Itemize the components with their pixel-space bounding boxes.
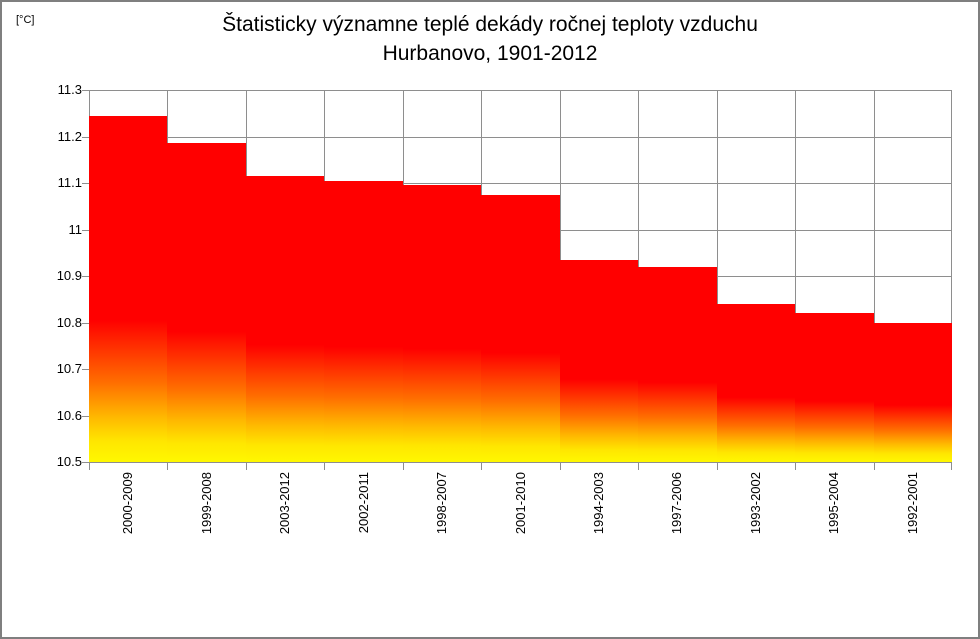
x-label-1992-2001: 1992-2001 bbox=[904, 472, 920, 535]
y-label-10.9: 10.9 bbox=[56, 268, 82, 283]
x-label-1995-2004: 1995-2004 bbox=[826, 472, 842, 535]
bar-2002-2011 bbox=[324, 180, 403, 462]
h-gridline bbox=[89, 90, 952, 91]
y-axis-unit-label: [°C] bbox=[16, 14, 35, 26]
v-gridline bbox=[795, 90, 797, 462]
y-label-10.7: 10.7 bbox=[56, 361, 82, 376]
x-tick bbox=[638, 463, 640, 470]
bar-2003-2012 bbox=[245, 176, 325, 462]
chart-title-line2: Hurbanovo, 1901-2012 bbox=[382, 42, 598, 65]
h-gridline bbox=[89, 183, 952, 184]
x-tick bbox=[89, 463, 90, 470]
x-tick bbox=[324, 463, 326, 470]
x-label-1999-2008: 1999-2008 bbox=[198, 472, 214, 535]
bar-2001-2010 bbox=[481, 194, 560, 462]
bar-1994-2003 bbox=[559, 259, 639, 462]
x-tick bbox=[245, 463, 247, 470]
v-gridline bbox=[716, 90, 718, 462]
x-tick bbox=[795, 463, 797, 470]
x-label-1994-2003: 1994-2003 bbox=[590, 472, 606, 535]
x-tick bbox=[716, 463, 718, 470]
x-tick bbox=[951, 463, 952, 470]
chart-title: Štatisticky významne teplé dekády ročnej… bbox=[2, 10, 978, 68]
v-gridline bbox=[951, 90, 952, 462]
x-axis-line bbox=[89, 462, 952, 463]
x-tick bbox=[167, 463, 169, 470]
x-label-2001-2010: 2001-2010 bbox=[512, 472, 528, 535]
y-label-11.1: 11.1 bbox=[57, 175, 82, 190]
y-label-10.8: 10.8 bbox=[56, 314, 82, 330]
bar-1992-2001 bbox=[873, 322, 952, 462]
y-label-10.6: 10.6 bbox=[56, 407, 82, 423]
y-tick bbox=[82, 415, 89, 417]
y-label-11.3: 11.3 bbox=[57, 82, 82, 97]
x-label-2003-2012: 2003-2012 bbox=[277, 472, 293, 535]
bar-1999-2008 bbox=[167, 143, 246, 462]
bar-2000-2009 bbox=[89, 115, 168, 462]
y-tick bbox=[82, 369, 89, 370]
y-label-10.5: 10.5 bbox=[56, 454, 82, 469]
y-tick bbox=[82, 276, 89, 277]
bar-1997-2006 bbox=[638, 266, 717, 462]
h-gridline bbox=[89, 136, 952, 138]
x-label-2000-2009: 2000-2009 bbox=[120, 472, 136, 535]
y-tick bbox=[82, 90, 89, 91]
x-tick bbox=[481, 463, 483, 470]
y-tick bbox=[82, 322, 89, 324]
x-label-2002-2011: 2002-2011 bbox=[355, 472, 371, 534]
x-label-1993-2002: 1993-2002 bbox=[747, 472, 763, 535]
bar-1995-2004 bbox=[795, 313, 874, 462]
y-tick bbox=[82, 229, 89, 231]
x-label-1997-2006: 1997-2006 bbox=[669, 472, 685, 535]
x-tick bbox=[873, 463, 875, 470]
x-label-1998-2007: 1998-2007 bbox=[434, 472, 450, 535]
y-label-11: 11 bbox=[68, 221, 83, 237]
bar-1993-2002 bbox=[716, 303, 796, 462]
y-tick bbox=[82, 462, 89, 463]
bar-1998-2007 bbox=[402, 185, 482, 462]
v-gridline bbox=[873, 90, 875, 462]
x-tick bbox=[402, 463, 404, 470]
y-tick bbox=[82, 183, 89, 184]
plot-area bbox=[89, 90, 952, 463]
y-tick bbox=[82, 136, 89, 138]
x-tick bbox=[559, 463, 561, 470]
chart-title-line1: Štatisticky významne teplé dekády ročnej… bbox=[222, 13, 758, 36]
y-label-11.2: 11.2 bbox=[57, 128, 82, 144]
